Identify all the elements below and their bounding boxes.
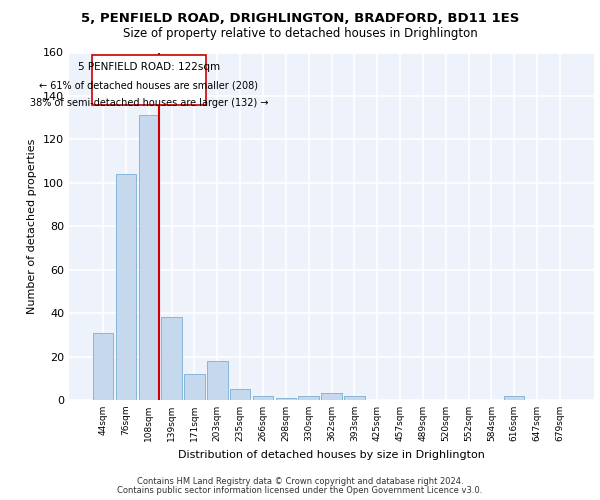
Bar	[253, 396, 273, 400]
FancyBboxPatch shape	[92, 54, 206, 104]
Text: 38% of semi-detached houses are larger (132) →: 38% of semi-detached houses are larger (…	[29, 98, 268, 108]
Bar	[161, 318, 182, 400]
Text: Contains public sector information licensed under the Open Government Licence v3: Contains public sector information licen…	[118, 486, 482, 495]
X-axis label: Distribution of detached houses by size in Drighlington: Distribution of detached houses by size …	[178, 450, 485, 460]
Text: 5, PENFIELD ROAD, DRIGHLINGTON, BRADFORD, BD11 1ES: 5, PENFIELD ROAD, DRIGHLINGTON, BRADFORD…	[81, 12, 519, 26]
Text: ← 61% of detached houses are smaller (208): ← 61% of detached houses are smaller (20…	[40, 80, 259, 90]
Bar	[184, 374, 205, 400]
Bar	[93, 332, 113, 400]
Text: Contains HM Land Registry data © Crown copyright and database right 2024.: Contains HM Land Registry data © Crown c…	[137, 477, 463, 486]
Bar	[321, 394, 342, 400]
Y-axis label: Number of detached properties: Number of detached properties	[28, 138, 37, 314]
Bar	[504, 396, 524, 400]
Text: 5 PENFIELD ROAD: 122sqm: 5 PENFIELD ROAD: 122sqm	[78, 62, 220, 72]
Bar	[298, 396, 319, 400]
Bar	[116, 174, 136, 400]
Bar	[139, 116, 159, 400]
Bar	[275, 398, 296, 400]
Text: Size of property relative to detached houses in Drighlington: Size of property relative to detached ho…	[122, 28, 478, 40]
Bar	[230, 389, 250, 400]
Bar	[207, 361, 227, 400]
Bar	[344, 396, 365, 400]
